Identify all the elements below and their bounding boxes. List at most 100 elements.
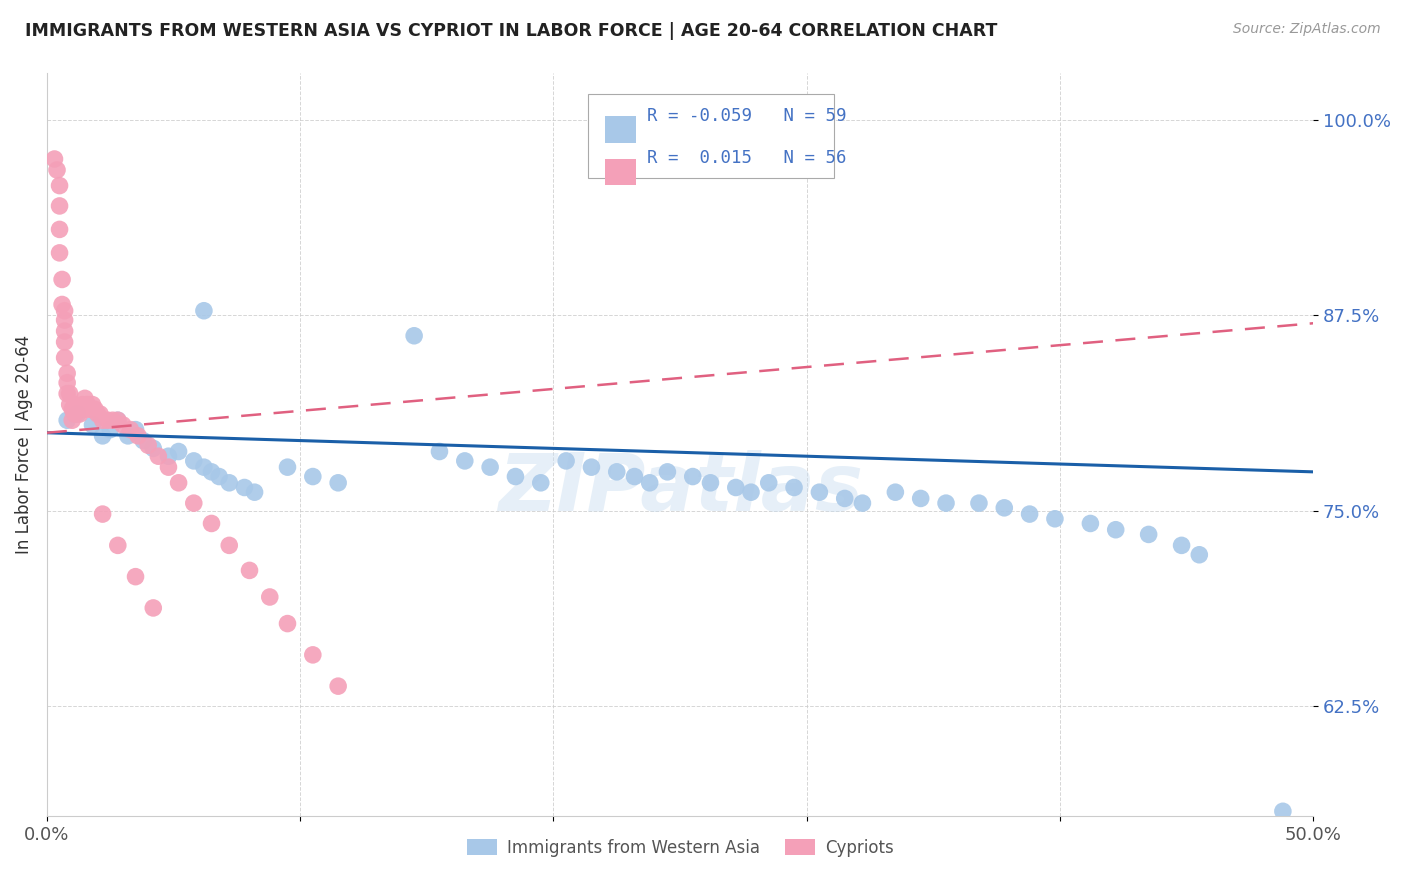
Point xyxy=(1080,516,1102,531)
Point xyxy=(73,402,96,417)
Point xyxy=(53,324,76,338)
Point xyxy=(56,413,79,427)
Point xyxy=(208,469,231,483)
Point xyxy=(53,313,76,327)
Point xyxy=(107,413,129,427)
Point xyxy=(44,152,66,166)
Point xyxy=(783,481,806,495)
Point xyxy=(107,538,129,552)
Point xyxy=(581,460,603,475)
Point xyxy=(73,392,96,406)
Point xyxy=(79,402,101,417)
Point xyxy=(107,413,129,427)
Point xyxy=(76,398,98,412)
Point xyxy=(993,500,1015,515)
Point xyxy=(53,303,76,318)
Point xyxy=(183,454,205,468)
Point xyxy=(301,469,323,483)
Point xyxy=(111,417,134,432)
Point xyxy=(48,222,70,236)
Point xyxy=(91,413,114,427)
Point xyxy=(935,496,957,510)
Point xyxy=(167,475,190,490)
Point xyxy=(53,351,76,365)
Point xyxy=(200,465,222,479)
Point xyxy=(97,413,120,427)
Point xyxy=(834,491,856,506)
Point xyxy=(808,485,831,500)
Point xyxy=(301,648,323,662)
Point xyxy=(530,475,553,490)
Text: R = -0.059   N = 59: R = -0.059 N = 59 xyxy=(647,107,846,125)
Text: IMMIGRANTS FROM WESTERN ASIA VS CYPRIOT IN LABOR FORCE | AGE 20-64 CORRELATION C: IMMIGRANTS FROM WESTERN ASIA VS CYPRIOT … xyxy=(25,22,998,40)
Point xyxy=(1043,512,1066,526)
Point xyxy=(157,460,180,475)
Point xyxy=(758,475,780,490)
Point xyxy=(910,491,932,506)
Point xyxy=(183,496,205,510)
Point xyxy=(218,475,240,490)
Point xyxy=(91,429,114,443)
Point xyxy=(167,444,190,458)
Point xyxy=(82,398,104,412)
Point xyxy=(193,460,215,475)
Point xyxy=(66,402,89,417)
Point xyxy=(142,601,165,615)
Point xyxy=(657,465,679,479)
Point xyxy=(233,481,256,495)
Point xyxy=(51,272,73,286)
Point xyxy=(707,110,730,124)
Point xyxy=(967,496,990,510)
Point xyxy=(328,475,350,490)
Text: R =  0.015   N = 56: R = 0.015 N = 56 xyxy=(647,149,846,167)
Point xyxy=(82,417,104,432)
Point xyxy=(63,398,86,412)
Point xyxy=(127,429,149,443)
Y-axis label: In Labor Force | Age 20-64: In Labor Force | Age 20-64 xyxy=(15,334,32,554)
Point xyxy=(148,449,170,463)
Point xyxy=(124,423,146,437)
Point xyxy=(851,496,873,510)
Point xyxy=(117,429,139,443)
Point xyxy=(84,402,107,417)
Point xyxy=(48,199,70,213)
Point xyxy=(1271,805,1294,819)
Point xyxy=(142,442,165,456)
Point xyxy=(53,334,76,349)
Point xyxy=(623,469,645,483)
Point xyxy=(429,444,451,458)
Point xyxy=(1137,527,1160,541)
Point xyxy=(724,481,747,495)
Legend: Immigrants from Western Asia, Cypriots: Immigrants from Western Asia, Cypriots xyxy=(460,832,900,863)
Point xyxy=(72,398,94,412)
Point xyxy=(48,245,70,260)
Point xyxy=(740,485,762,500)
Point xyxy=(101,413,124,427)
Point xyxy=(1170,538,1192,552)
Point xyxy=(56,376,79,390)
Point xyxy=(51,297,73,311)
Point xyxy=(60,402,83,417)
Point xyxy=(59,386,82,401)
Point xyxy=(69,407,91,421)
Point xyxy=(66,407,89,421)
Point xyxy=(259,590,281,604)
Point xyxy=(56,386,79,401)
Point xyxy=(606,465,628,479)
Point xyxy=(63,407,86,421)
Point xyxy=(699,475,721,490)
Point xyxy=(505,469,527,483)
Point xyxy=(276,616,298,631)
Point xyxy=(328,679,350,693)
Point xyxy=(98,423,121,437)
Point xyxy=(91,507,114,521)
Point xyxy=(238,563,260,577)
Point xyxy=(89,407,111,421)
Point xyxy=(404,328,426,343)
Point xyxy=(1105,523,1128,537)
Point xyxy=(1018,507,1040,521)
Point xyxy=(56,367,79,381)
Text: ZIPatlas: ZIPatlas xyxy=(498,450,863,528)
Point xyxy=(48,178,70,193)
Point xyxy=(46,163,69,178)
